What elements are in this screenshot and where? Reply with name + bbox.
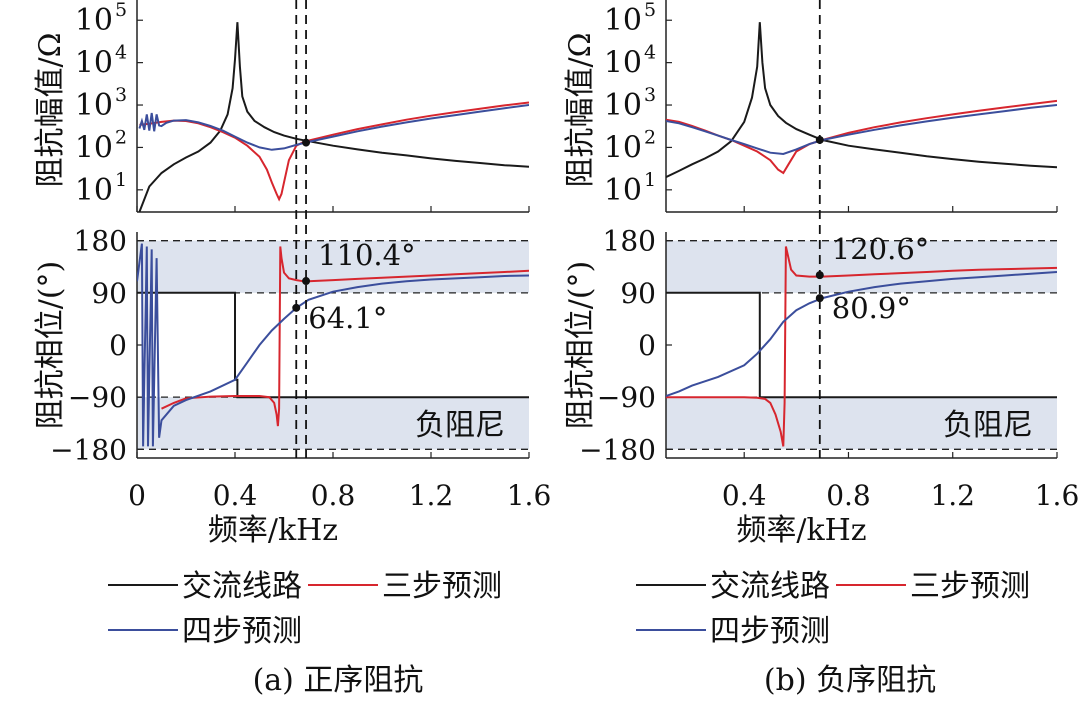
magnitude-y-label: 阻抗幅值/Ω xyxy=(33,33,68,188)
legend-b-three-label: 三步预测 xyxy=(910,569,1030,604)
legend-a-four-label: 四步预测 xyxy=(182,614,302,649)
magnitude-y-tick-exponent: 5 xyxy=(115,0,127,21)
x-tick-label: 0.4 xyxy=(213,479,258,512)
magnitude-y-tick-label: 10 xyxy=(604,88,642,123)
intersection-marker xyxy=(302,138,311,147)
magnitude-y-tick-label: 10 xyxy=(75,173,113,208)
x-tick-label: 0 xyxy=(128,479,146,512)
phase-series-three_step xyxy=(666,246,1057,447)
magnitude-y-tick-label: 10 xyxy=(604,3,642,38)
negative-damping-label: 负阻尼 xyxy=(415,408,505,443)
magnitude-y-tick-exponent: 4 xyxy=(644,42,656,64)
x-tick-label: 1.6 xyxy=(507,479,552,512)
phase-y-tick-label: 180 xyxy=(74,225,127,258)
legend-b: 交流线路 三步预测 四步预测 xyxy=(636,569,1030,649)
caption-b: (b) 负序阻抗 xyxy=(764,663,936,698)
intersection-marker xyxy=(815,271,824,280)
negative-damping-band-top xyxy=(666,240,1057,293)
legend-b-four-label: 四步预测 xyxy=(710,614,830,649)
phase-y-tick-label: 0 xyxy=(638,329,656,362)
phase-y-label: 阻抗相位/(°) xyxy=(563,261,598,430)
magnitude-y-tick-label: 10 xyxy=(604,173,642,208)
x-tick-label: 1.2 xyxy=(930,479,975,512)
x-tick-label: 0.8 xyxy=(826,479,871,512)
magnitude-y-tick-exponent: 1 xyxy=(115,169,127,191)
phase-annotation: 110.4° xyxy=(318,238,416,272)
magnitude-series-ac_line xyxy=(138,22,529,212)
negative-damping-band-bottom xyxy=(666,397,1057,450)
magnitude-y-tick-exponent: 4 xyxy=(115,42,127,64)
x-tick-label: 1.2 xyxy=(409,479,454,512)
intersection-marker xyxy=(815,135,824,144)
x-tick-label: 0.8 xyxy=(311,479,356,512)
magnitude-y-tick-exponent: 2 xyxy=(644,126,656,148)
x-axis-label: 频率/kHz xyxy=(736,513,866,548)
magnitude-series-four_step xyxy=(138,104,529,151)
x-tick-label: 1.6 xyxy=(1035,479,1080,512)
negative-damping-band-top xyxy=(137,240,529,293)
intersection-marker xyxy=(302,277,311,286)
phase-y-tick-label: −90 xyxy=(597,381,656,414)
magnitude-y-tick-label: 10 xyxy=(75,130,113,165)
phase-y-tick-label: 90 xyxy=(91,277,127,310)
magnitude-y-label: 阻抗幅值/Ω xyxy=(563,33,598,188)
phase-series-four_step xyxy=(137,243,529,447)
legend-a-three-label: 三步预测 xyxy=(382,569,502,604)
magnitude-y-tick-exponent: 3 xyxy=(115,84,127,106)
magnitude-y-tick-label: 10 xyxy=(604,46,642,81)
magnitude-series-four_step xyxy=(666,104,1057,156)
negative-damping-band-bottom xyxy=(137,397,529,450)
phase-y-tick-label: −90 xyxy=(68,381,127,414)
phase-series-ac_line xyxy=(666,291,1057,399)
magnitude-y-tick-exponent: 1 xyxy=(644,169,656,191)
magnitude-y-tick-label: 10 xyxy=(604,130,642,165)
phase-series-three_step xyxy=(161,246,529,427)
intersection-marker xyxy=(292,303,301,312)
magnitude-y-tick-label: 10 xyxy=(75,3,113,38)
magnitude-y-tick-label: 10 xyxy=(75,88,113,123)
magnitude-y-tick-label: 10 xyxy=(75,46,113,81)
magnitude-series-ac_line xyxy=(666,22,1057,179)
magnitude-y-tick-exponent: 3 xyxy=(644,84,656,106)
caption-a: (a) 正序阻抗 xyxy=(253,663,424,698)
phase-annotation: 64.1° xyxy=(308,301,387,335)
phase-y-label: 阻抗相位/(°) xyxy=(33,261,68,430)
legend-a: 交流线路 三步预测 四步预测 xyxy=(108,569,502,649)
phase-y-tick-label: 90 xyxy=(620,277,656,310)
intersection-marker xyxy=(815,294,824,303)
x-axis-label: 频率/kHz xyxy=(208,513,338,548)
phase-y-tick-label: −180 xyxy=(50,433,127,466)
phase-y-tick-label: 0 xyxy=(109,329,127,362)
phase-y-tick-label: 180 xyxy=(603,225,656,258)
legend-a-ac-label: 交流线路 xyxy=(182,569,302,604)
negative-damping-label: 负阻尼 xyxy=(943,408,1033,443)
phase-annotation: 80.9° xyxy=(832,291,911,325)
phase-series-four_step xyxy=(666,271,1057,397)
x-tick-label: 0.4 xyxy=(722,479,767,512)
magnitude-y-tick-exponent: 2 xyxy=(115,126,127,148)
legend-b-ac-label: 交流线路 xyxy=(710,569,830,604)
phase-y-tick-label: −180 xyxy=(579,433,656,466)
phase-annotation: 120.6° xyxy=(832,232,930,266)
magnitude-y-tick-exponent: 5 xyxy=(644,0,656,21)
